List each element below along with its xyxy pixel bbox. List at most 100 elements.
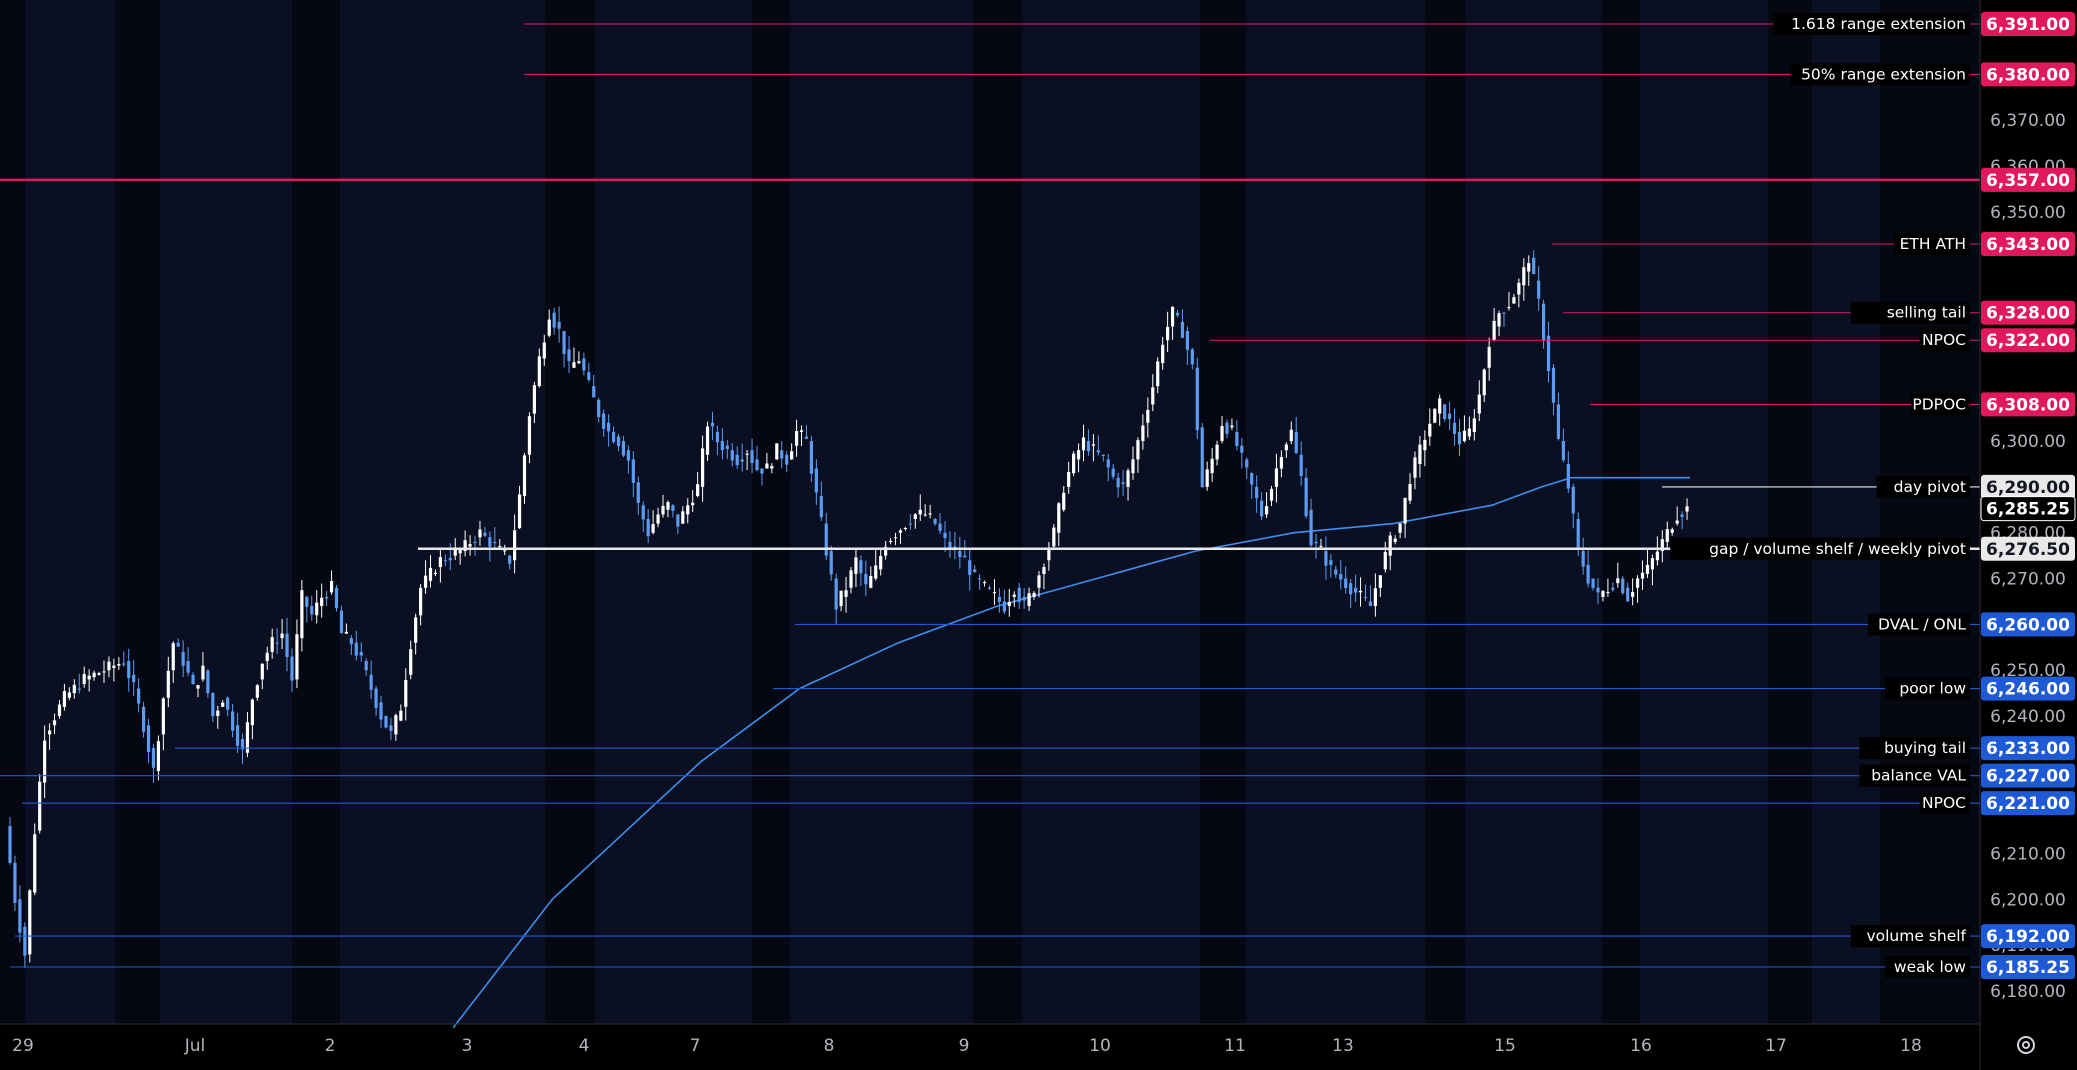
price-badge-value: 6,276.50 [1986, 540, 2070, 560]
candle-body [1299, 454, 1303, 476]
candle-body [196, 685, 200, 689]
candle-body [77, 688, 81, 690]
candle-body [1081, 437, 1086, 451]
candle-body [785, 454, 789, 465]
candle-body [1418, 444, 1422, 464]
candle-body [611, 431, 616, 443]
candle-body [1344, 578, 1348, 589]
session-band [1640, 0, 1768, 1024]
candle-body [1606, 592, 1610, 594]
candle-body [404, 679, 408, 707]
candle-body [67, 692, 71, 698]
time-tick-label: 4 [579, 1036, 590, 1056]
candle-body [1319, 545, 1323, 547]
candle-body [567, 349, 571, 361]
candle-body [488, 537, 492, 547]
session-band [1602, 0, 1640, 1024]
candle-body [181, 651, 185, 666]
gear-icon[interactable] [2017, 1036, 2035, 1054]
price-badge-value: 6,290.00 [1986, 478, 2070, 498]
candle-body [968, 560, 972, 575]
time-axis[interactable] [0, 0, 1981, 1070]
candle-body [715, 431, 720, 443]
candle-body [636, 482, 640, 503]
price-badge-value: 6,308.00 [1986, 395, 2070, 415]
session-band [1022, 0, 1200, 1024]
candle-body [928, 513, 932, 515]
candle-body [666, 502, 670, 510]
session-band [340, 0, 545, 1024]
session-band [1768, 0, 1812, 1024]
candle-body [676, 514, 680, 527]
price-tick-label: 6,250.00 [1990, 661, 2066, 681]
candle-body [285, 633, 289, 658]
price-badge [1981, 12, 2075, 36]
candle-body [394, 715, 398, 735]
level-lines: 1.618 range extension 50% range extension… [0, 13, 1980, 978]
candle-body [1032, 592, 1036, 597]
candle-body [1462, 430, 1467, 442]
candle-body [260, 663, 264, 680]
candle-body [82, 674, 86, 684]
candle-body [1438, 398, 1442, 414]
candle-body [874, 565, 878, 579]
moving-average-line [452, 476, 1690, 1029]
price-badge [1981, 474, 2075, 499]
candle-body [1507, 307, 1511, 309]
candle-body [117, 664, 121, 666]
candle-body [720, 441, 724, 451]
candle-body [1388, 535, 1392, 556]
candle-body [973, 569, 977, 572]
candle-body [270, 637, 274, 652]
candle-body [854, 557, 858, 574]
level-label: NPOC [1922, 794, 1966, 812]
candle-body [1591, 578, 1595, 588]
candle-body [1225, 422, 1229, 434]
session-background-bands [0, 0, 1980, 1024]
candle-body [1012, 594, 1016, 597]
price-badge [1981, 612, 2075, 637]
session-band [1465, 0, 1602, 1024]
candle-body [176, 642, 180, 647]
candle-body [1398, 523, 1402, 533]
level-label: gap / volume shelf / weekly pivot [1709, 540, 1966, 558]
time-tick-label: 7 [690, 1036, 701, 1056]
price-badge [1981, 924, 2075, 949]
candle-body [240, 738, 245, 750]
candle-body [1551, 367, 1556, 403]
candle-body [1190, 349, 1194, 365]
price-tick-label: 6,350.00 [1990, 203, 2066, 223]
candle-body [62, 691, 67, 707]
price-badge-value: 6,227.00 [1986, 767, 2070, 787]
candle-body [1537, 280, 1541, 299]
price-badge [1981, 736, 2075, 761]
candle-body [1156, 361, 1160, 387]
candle-body [419, 587, 423, 616]
level-label: buying tail [1884, 739, 1966, 757]
level-label: selling tail [1887, 304, 1966, 322]
level-label-backdrop [1919, 329, 1970, 352]
level-label-backdrop [1859, 764, 1970, 787]
candle-body [1007, 601, 1011, 607]
candle-body [696, 484, 700, 497]
price-badge-value: 6,260.00 [1986, 615, 2070, 635]
candle-body [770, 466, 774, 469]
level-label-backdrop [1868, 613, 1970, 636]
candle-body [606, 422, 611, 432]
candle-body [1091, 444, 1096, 446]
candle-body [1062, 492, 1066, 510]
session-band [1812, 0, 1880, 1024]
candle-body [1433, 408, 1437, 423]
candle-body [918, 509, 922, 515]
level-label-backdrop [1773, 13, 1970, 35]
candle-body [1532, 257, 1536, 275]
candle-body [1423, 439, 1427, 451]
candle-body [517, 494, 522, 529]
candle-body [829, 551, 833, 575]
price-badge [1981, 231, 2075, 256]
candle-body [1457, 431, 1462, 445]
candle-body [997, 596, 1002, 602]
candle-body [790, 451, 794, 460]
candle-body [1195, 367, 1199, 431]
